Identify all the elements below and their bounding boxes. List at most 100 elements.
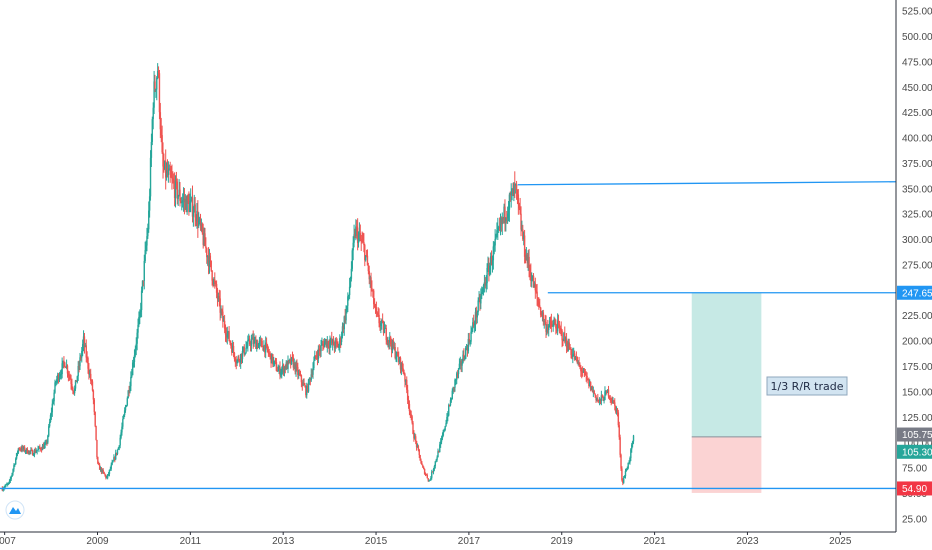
candle-body [435, 459, 437, 462]
time-tick-label: 2013 [272, 536, 295, 547]
candle-body [589, 382, 592, 391]
candle-body [292, 357, 295, 368]
horizontal-levels[interactable] [0, 181, 897, 490]
candle-body [170, 174, 172, 178]
logo-mark [9, 507, 21, 514]
candle-body [548, 325, 550, 331]
candle-body [27, 453, 29, 455]
candle-body [250, 339, 253, 346]
candle-body [313, 360, 315, 368]
candle-body [101, 469, 104, 473]
candle-body [205, 245, 207, 249]
candle-body [42, 445, 45, 449]
price-tick-label: 175.00 [902, 362, 932, 373]
candle-body [417, 446, 420, 450]
candle-body [208, 255, 211, 267]
candle-body [387, 339, 389, 343]
candle-body [420, 460, 422, 464]
candle-body [141, 280, 144, 291]
candle-body [309, 378, 312, 381]
candle-body [630, 449, 632, 459]
candle-body [30, 450, 32, 452]
candle-body [198, 218, 201, 221]
candle-body [4, 486, 6, 488]
trade-annotation[interactable]: 1/3 R/R trade [766, 376, 848, 396]
candle-body [188, 200, 190, 213]
candle-body [139, 312, 141, 317]
price-tick-label: 450.00 [902, 83, 932, 94]
candle-body [169, 168, 171, 175]
candle-body [508, 194, 511, 210]
candle-body [143, 260, 145, 281]
candle-body [223, 320, 225, 322]
candle-body [269, 353, 271, 355]
candle-body [135, 343, 137, 349]
candle-body [1, 488, 4, 491]
candle-body [618, 425, 620, 438]
candle-body [552, 324, 554, 327]
profit-target-zone[interactable] [691, 292, 762, 437]
candle-body [582, 369, 585, 373]
price-tick-label: 300.00 [902, 235, 932, 246]
candle-body [459, 361, 462, 364]
candle-body [572, 354, 574, 358]
candle-body [381, 320, 383, 324]
price-scale[interactable]: 25.0050.0075.00100.00125.00150.00175.002… [895, 0, 932, 532]
candle-body [472, 322, 474, 329]
candle-body [283, 366, 286, 373]
candle-body [533, 283, 536, 288]
candle-body [68, 375, 70, 377]
candle-body [189, 199, 192, 203]
candle-body [389, 337, 392, 344]
candle-body [541, 312, 544, 315]
candle-body [88, 368, 90, 375]
candle-body [192, 212, 195, 217]
candle-body [242, 346, 245, 352]
candle-body [196, 210, 198, 222]
candle-body [348, 286, 351, 296]
candle-body [323, 341, 326, 348]
candle-body [216, 292, 219, 299]
candle-body [244, 352, 246, 355]
tradingview-logo-icon[interactable] [5, 500, 25, 520]
price-tick-label: 25.00 [902, 514, 927, 525]
candle-body [571, 354, 573, 358]
candle-body [342, 326, 345, 330]
candle-body [522, 229, 524, 240]
candle-body [197, 210, 199, 227]
candle-body [606, 390, 608, 393]
candle-body [526, 254, 528, 264]
time-scale[interactable]: 2007 2009 2011 2013 2015 2017 2019 2021 2023 2025 [0, 531, 932, 550]
risk-reward-position[interactable] [691, 292, 762, 493]
candle-body [575, 356, 578, 358]
candle-body [339, 338, 341, 347]
candle-body [126, 398, 129, 406]
candle-body [428, 480, 430, 481]
candle-body [54, 382, 56, 393]
candle-body [378, 314, 380, 324]
candle-body [407, 399, 410, 404]
candle-body [529, 268, 531, 273]
candle-body [29, 450, 31, 452]
candle-body [434, 461, 437, 467]
candle-body [514, 183, 516, 186]
candle-body [452, 387, 454, 391]
candle-body [149, 157, 152, 197]
candle-body [581, 371, 583, 373]
candle-body [419, 454, 421, 461]
candlestick-series [1, 63, 635, 492]
candle-body [155, 89, 157, 91]
resistance-ray-1 [517, 181, 897, 186]
candle-body [502, 217, 504, 219]
candle-body [95, 425, 97, 440]
candle-body [543, 321, 545, 323]
candle-body [280, 372, 282, 376]
candle-body [334, 340, 337, 348]
candle-body [501, 217, 503, 225]
candle-body [477, 300, 479, 313]
candle-body [174, 179, 177, 198]
stop-loss-zone[interactable] [691, 436, 762, 493]
candle-body [176, 181, 179, 199]
candle-body [532, 275, 535, 288]
